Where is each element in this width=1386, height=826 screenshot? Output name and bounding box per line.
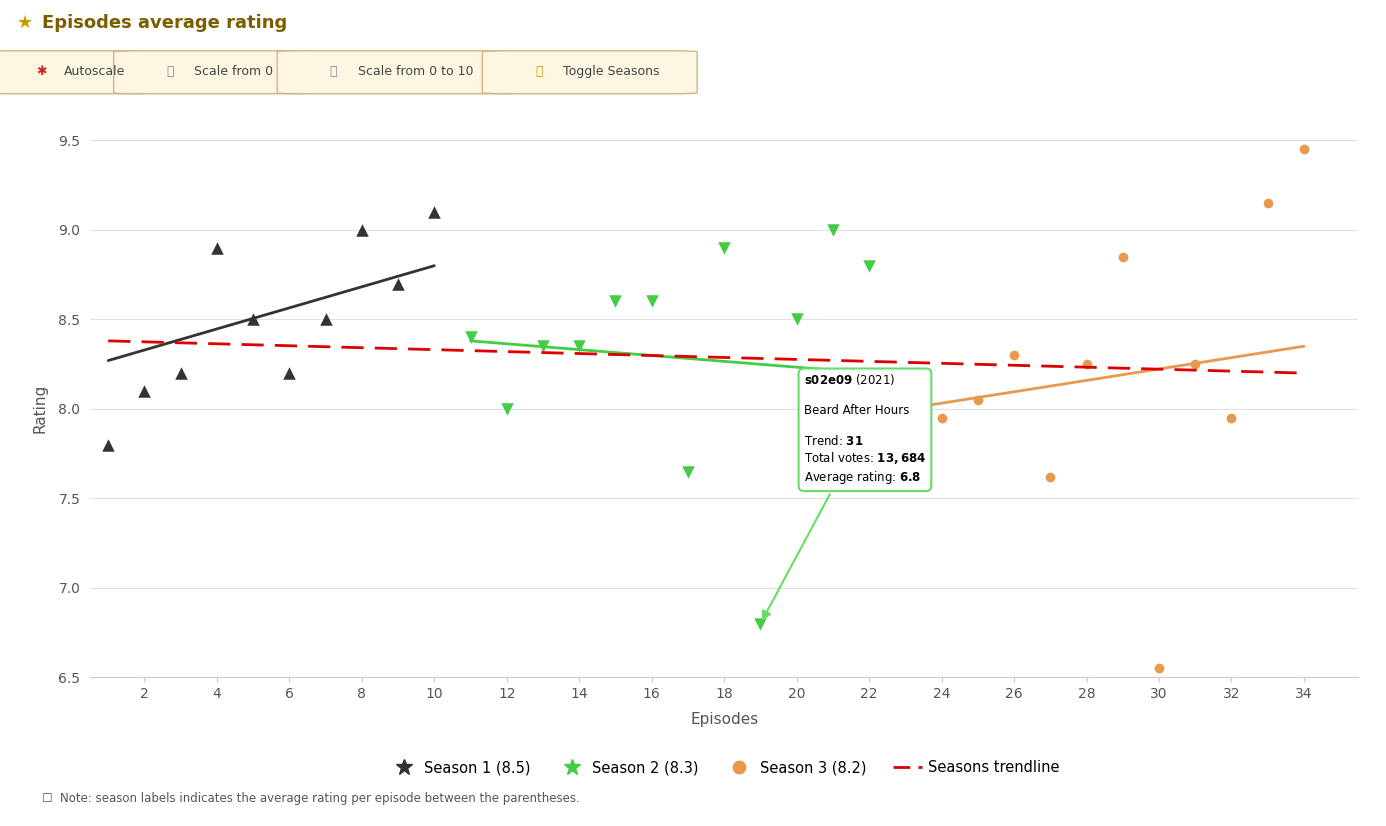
Point <box>1003 349 1026 362</box>
Point <box>894 447 916 460</box>
Point <box>532 339 554 353</box>
Point <box>640 295 663 308</box>
Legend: Season 1 (8.5), Season 2 (8.3), Season 3 (8.2), Seasons trendline: Season 1 (8.5), Season 2 (8.3), Season 3… <box>384 754 1064 781</box>
Y-axis label: Rating: Rating <box>32 384 47 434</box>
X-axis label: Episodes: Episodes <box>690 712 758 727</box>
Point <box>1293 143 1315 156</box>
Point <box>1257 197 1279 210</box>
Point <box>351 223 373 236</box>
Point <box>1076 358 1098 371</box>
Point <box>1184 358 1206 371</box>
Text: Scale from 0 to 10: Scale from 0 to 10 <box>358 64 473 78</box>
Point <box>460 330 482 344</box>
Point <box>676 465 699 478</box>
FancyBboxPatch shape <box>482 51 697 94</box>
Point <box>786 313 808 326</box>
Point <box>315 313 337 326</box>
Point <box>496 402 518 415</box>
Point <box>822 223 844 236</box>
Point <box>169 367 191 380</box>
Point <box>1040 470 1062 483</box>
Text: ★: ★ <box>17 14 33 31</box>
Point <box>423 206 445 219</box>
Text: Episodes average rating: Episodes average rating <box>42 14 287 31</box>
Text: ⬜: ⬜ <box>166 64 173 78</box>
Text: $\mathbf{s02e09}$ (2021)

Beard After Hours

Trend: $\mathbf{31}$
Total votes: $: $\mathbf{s02e09}$ (2021) Beard After Hou… <box>762 372 926 620</box>
Point <box>930 411 952 425</box>
FancyBboxPatch shape <box>277 51 520 94</box>
Point <box>279 367 301 380</box>
Point <box>133 384 155 397</box>
Text: Autoscale: Autoscale <box>64 64 125 78</box>
Text: Scale from 0: Scale from 0 <box>194 64 273 78</box>
Point <box>967 393 990 406</box>
Point <box>568 339 590 353</box>
Point <box>712 241 735 254</box>
Text: ⏻: ⏻ <box>535 64 542 78</box>
Point <box>387 277 409 290</box>
Point <box>205 241 227 254</box>
Text: Toggle Seasons: Toggle Seasons <box>563 64 660 78</box>
Point <box>1112 250 1134 263</box>
Point <box>1220 411 1242 425</box>
Point <box>243 313 265 326</box>
Point <box>750 617 772 630</box>
Point <box>97 438 119 451</box>
Text: ✱: ✱ <box>36 64 47 78</box>
Point <box>604 295 626 308</box>
Point <box>858 259 880 273</box>
Text: ⬜: ⬜ <box>330 64 337 78</box>
FancyBboxPatch shape <box>0 51 152 94</box>
Point <box>1148 662 1170 675</box>
FancyBboxPatch shape <box>114 51 315 94</box>
Text: ☐  Note: season labels indicates the average rating per episode between the pare: ☐ Note: season labels indicates the aver… <box>42 792 579 805</box>
